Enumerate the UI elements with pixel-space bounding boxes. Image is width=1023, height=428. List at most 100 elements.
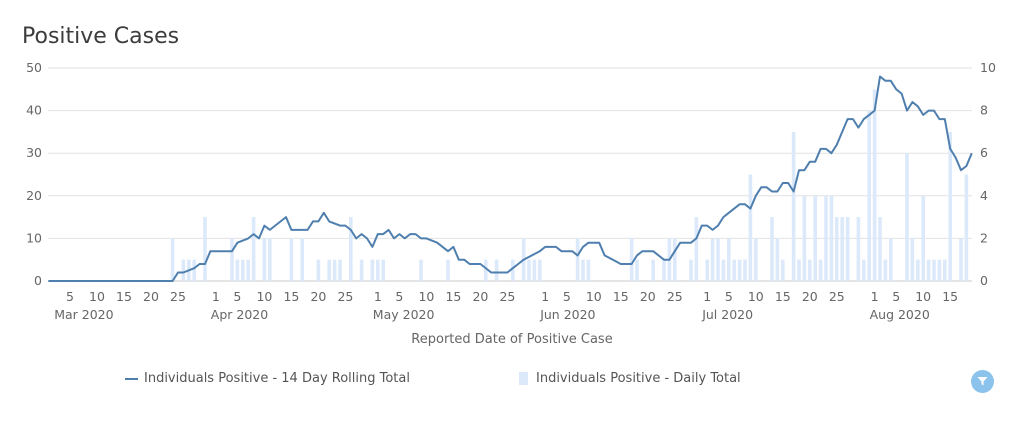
left-axis-tick-label: 0: [34, 273, 42, 288]
daily-total-bar: [494, 259, 499, 281]
daily-total-bar: [635, 259, 639, 281]
legend-label: Individuals Positive - Daily Total: [536, 371, 741, 386]
daily-total-bar: [241, 259, 245, 281]
daily-total-bar: [300, 238, 304, 281]
daily-total-bar: [511, 259, 515, 281]
x-axis-tick-label: 10: [748, 289, 764, 304]
daily-total-bar: [932, 259, 936, 281]
daily-total-bar: [813, 195, 817, 281]
legend-item-daily-total[interactable]: Individuals Positive - Daily Total: [519, 371, 741, 386]
daily-total-bar: [845, 217, 850, 281]
x-axis-month-label: Aug 2020: [870, 307, 930, 322]
x-axis-tick-label: 20: [310, 289, 326, 304]
x-axis-month-label: May 2020: [373, 307, 435, 322]
daily-total-bar: [721, 259, 726, 281]
x-axis-tick-label: 10: [586, 289, 602, 304]
x-axis-tick-label: 1: [541, 289, 549, 304]
right-axis-tick-label: 4: [980, 188, 988, 203]
daily-total-bar: [959, 238, 963, 281]
filter-icon: [977, 377, 988, 386]
daily-total-bar: [943, 259, 947, 281]
daily-total-bar: [775, 238, 780, 281]
daily-total-bar: [181, 259, 186, 281]
left-axis-tick-label: 50: [26, 60, 42, 75]
chart-title: Positive Cases: [22, 24, 180, 49]
daily-total-bar: [926, 259, 931, 281]
daily-total-bar: [327, 259, 331, 281]
daily-total-bar: [376, 259, 380, 281]
daily-total-bar: [538, 259, 542, 281]
daily-total-bar: [575, 238, 580, 281]
x-axis-tick-label: 1: [212, 289, 220, 304]
x-axis-tick-label: 25: [667, 289, 683, 304]
x-axis-tick-label: 25: [499, 289, 515, 304]
x-axis-tick-label: 25: [170, 289, 186, 304]
right-axis-tick-label: 8: [980, 103, 988, 118]
x-axis-tick-label: 10: [89, 289, 105, 304]
x-axis-month-label: Jun 2020: [539, 307, 595, 322]
daily-total-bar: [235, 259, 240, 281]
daily-total-bars: [170, 89, 969, 281]
x-axis-tick-label: 1: [374, 289, 382, 304]
x-axis-tick-label: 5: [233, 289, 241, 304]
gridlines: [48, 67, 972, 282]
daily-total-bar: [835, 217, 839, 281]
daily-total-bar: [791, 131, 796, 281]
daily-total-bar: [732, 259, 736, 281]
daily-total-bar: [349, 217, 353, 281]
x-axis-tick-label: 15: [445, 289, 461, 304]
x-axis-tick-label: 25: [337, 289, 353, 304]
daily-total-bar: [316, 259, 321, 281]
rolling-total-line: [48, 75, 973, 282]
daily-total-bar: [203, 217, 207, 281]
daily-total-bar: [527, 259, 531, 281]
daily-total-bar: [268, 238, 272, 281]
daily-total-bar: [856, 217, 861, 281]
left-axis-labels: 0 10 20 30 40 50: [26, 60, 42, 288]
x-axis-tick-label: 5: [725, 289, 733, 304]
x-axis-month-label: Apr 2020: [211, 307, 268, 322]
daily-total-bar: [170, 238, 175, 281]
right-axis-tick-label: 0: [980, 273, 988, 288]
daily-total-bar: [370, 259, 375, 281]
daily-total-bar: [289, 238, 294, 281]
right-axis-tick-label: 2: [980, 230, 988, 245]
right-axis-tick-label: 10: [980, 60, 996, 75]
x-axis-tick-label: 1: [703, 289, 711, 304]
daily-total-bar: [662, 259, 666, 281]
bar-legend-icon: [519, 372, 528, 385]
legend-item-rolling-total[interactable]: Individuals Positive - 14 Day Rolling To…: [125, 371, 410, 386]
daily-total-bar: [694, 217, 699, 281]
daily-total-bar: [230, 238, 234, 281]
daily-total-bar: [889, 238, 893, 281]
x-axis-tick-label: 15: [116, 289, 132, 304]
daily-total-bar: [781, 259, 785, 281]
filter-button[interactable]: [971, 370, 994, 393]
left-axis-tick-label: 10: [26, 230, 42, 245]
daily-total-bar: [446, 259, 450, 281]
daily-total-bar: [262, 238, 267, 281]
x-axis-tick-label: 20: [640, 289, 656, 304]
daily-total-bar: [332, 259, 337, 281]
x-axis-tick-label: 10: [256, 289, 272, 304]
daily-total-bar: [737, 259, 742, 281]
x-axis-tick-labels: 5 10 15 20 25 1 5 10 15 20 25 1 5 10 15 20 25 1 5 10 15 20 25 1…: [54, 289, 958, 322]
daily-total-bar: [651, 259, 655, 281]
daily-total-bar: [251, 217, 256, 281]
x-axis-month-label: Mar 2020: [54, 307, 113, 322]
daily-total-bar: [878, 217, 882, 281]
daily-total-bar: [905, 153, 909, 281]
daily-total-bar: [338, 259, 342, 281]
x-axis-tick-label: 15: [283, 289, 299, 304]
daily-total-bar: [872, 89, 877, 281]
right-axis-labels: 0 2 4 6 8 10: [980, 60, 996, 288]
daily-total-bar: [916, 259, 920, 281]
x-axis-tick-label: 15: [775, 289, 791, 304]
daily-total-bar: [192, 259, 196, 281]
line-legend-icon: [125, 377, 138, 380]
daily-total-bar: [824, 195, 828, 281]
daily-total-bar: [743, 259, 747, 281]
x-axis-tick-label: 5: [395, 289, 403, 304]
daily-total-bar: [419, 259, 423, 281]
daily-total-bar: [532, 259, 537, 281]
